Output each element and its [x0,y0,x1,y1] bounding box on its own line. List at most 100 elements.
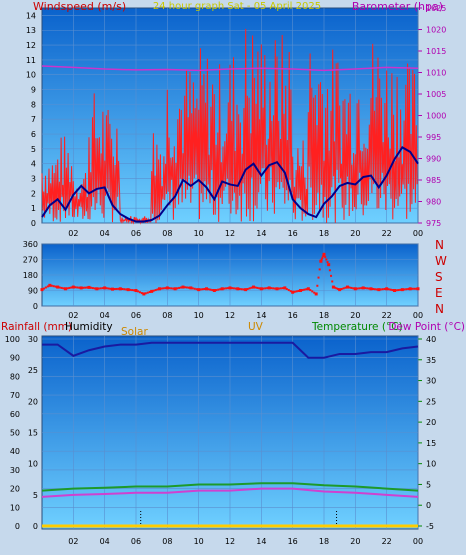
direction-point [340,287,343,290]
direction-point [91,287,94,290]
direction-point [118,287,122,291]
direction-point [89,286,92,289]
y-inner-tick-label: 25 [28,366,38,375]
direction-point [133,289,136,292]
direction-point [311,290,314,293]
x-tick-label: 06 [131,537,141,546]
x-tick-label: 00 [413,311,423,320]
direction-point [318,268,321,271]
y-tick-label: 10 [26,71,36,80]
y-right-tick-label: 10 [426,460,436,469]
direction-point [238,287,241,290]
x-tick-label: 20 [350,537,360,546]
direction-point [131,289,134,292]
direction-point [389,288,392,291]
direction-point [170,287,173,290]
direction-point [64,287,67,291]
y-right-tick-label: 5 [426,480,431,489]
direction-point [313,291,316,294]
direction-point [330,274,333,277]
direction-point [400,288,404,292]
direction-point [56,285,60,289]
x-tick-label: 10 [194,311,204,320]
direction-point [385,287,389,291]
direction-point [173,287,177,291]
direction-point [366,287,369,290]
direction-point [314,292,318,296]
direction-point [259,287,263,291]
y-tick-label: 360 [23,240,38,249]
x-tick-label: 22 [382,311,392,320]
direction-point [283,286,287,290]
direction-point [189,286,193,290]
direction-point [105,287,108,290]
direction-point [287,289,290,292]
direction-point [391,289,394,292]
y-inner-tick-label: 5 [33,491,38,500]
direction-point [405,288,408,291]
direction-point [297,289,300,292]
y-tick-label: 11 [26,56,36,65]
x-tick-label: 20 [350,229,360,238]
direction-point [353,287,357,291]
direction-point [360,287,363,290]
direction-point [191,287,194,290]
graph-title: 24 hour graph Sat - 05 April 2025 [153,1,321,12]
direction-point [121,287,124,290]
direction-point [408,287,412,291]
direction-point [134,289,138,292]
direction-point [101,287,104,290]
x-tick-label: 02 [68,537,78,546]
x-tick-label: 12 [225,311,235,320]
direction-point [150,289,154,293]
direction-point [176,287,179,290]
direction-point [393,289,396,292]
y-tick-label: 4 [31,160,36,169]
compass-label-s: S [435,270,443,284]
direction-point [54,285,57,288]
direction-point [358,287,361,290]
direction-point [242,288,245,291]
direction-point [66,287,69,290]
direction-point [325,258,328,261]
direction-point [371,287,374,290]
y-tick-label: 12 [26,41,36,50]
direction-point [142,292,146,296]
direction-grid: 0 90 180 270 360 02 04 06 08 10 12 14 16 18 20 22 00 [23,240,423,320]
x-tick-label: 06 [131,311,141,320]
x-tick-label: 08 [162,229,172,238]
direction-point [195,288,198,291]
direction-point [84,286,87,289]
direction-point [236,287,240,291]
direction-point [172,287,175,290]
direction-point [203,287,206,290]
compass-label-e: E [435,286,443,300]
direction-point [413,287,416,290]
direction-point [87,285,91,289]
direction-point [164,287,167,290]
y-tick-label: 40 [10,447,20,456]
direction-point [306,287,310,291]
direction-point [258,287,261,290]
y-tick-label: 270 [23,256,38,265]
direction-marks [40,252,420,296]
direction-point [324,255,327,258]
direction-point [337,287,340,290]
direction-point [252,285,255,289]
y-right-tick-label: 35 [426,356,436,365]
y-right-tick-label: 20 [426,418,436,427]
y-tick-label: 100 [5,335,20,344]
y-tick-label: 20 [10,485,20,494]
direction-point [181,285,185,289]
direction-point [361,286,365,290]
y-right-tick-label: 985 [426,176,441,185]
direction-point [160,287,163,290]
direction-point [209,288,212,291]
direction-point [331,280,334,283]
x-tick-label: 16 [288,311,298,320]
direction-point [232,287,235,290]
y-tick-label: 180 [23,271,38,280]
direction-point [48,283,52,287]
direction-point [369,287,373,291]
x-tick-label: 08 [162,311,172,320]
